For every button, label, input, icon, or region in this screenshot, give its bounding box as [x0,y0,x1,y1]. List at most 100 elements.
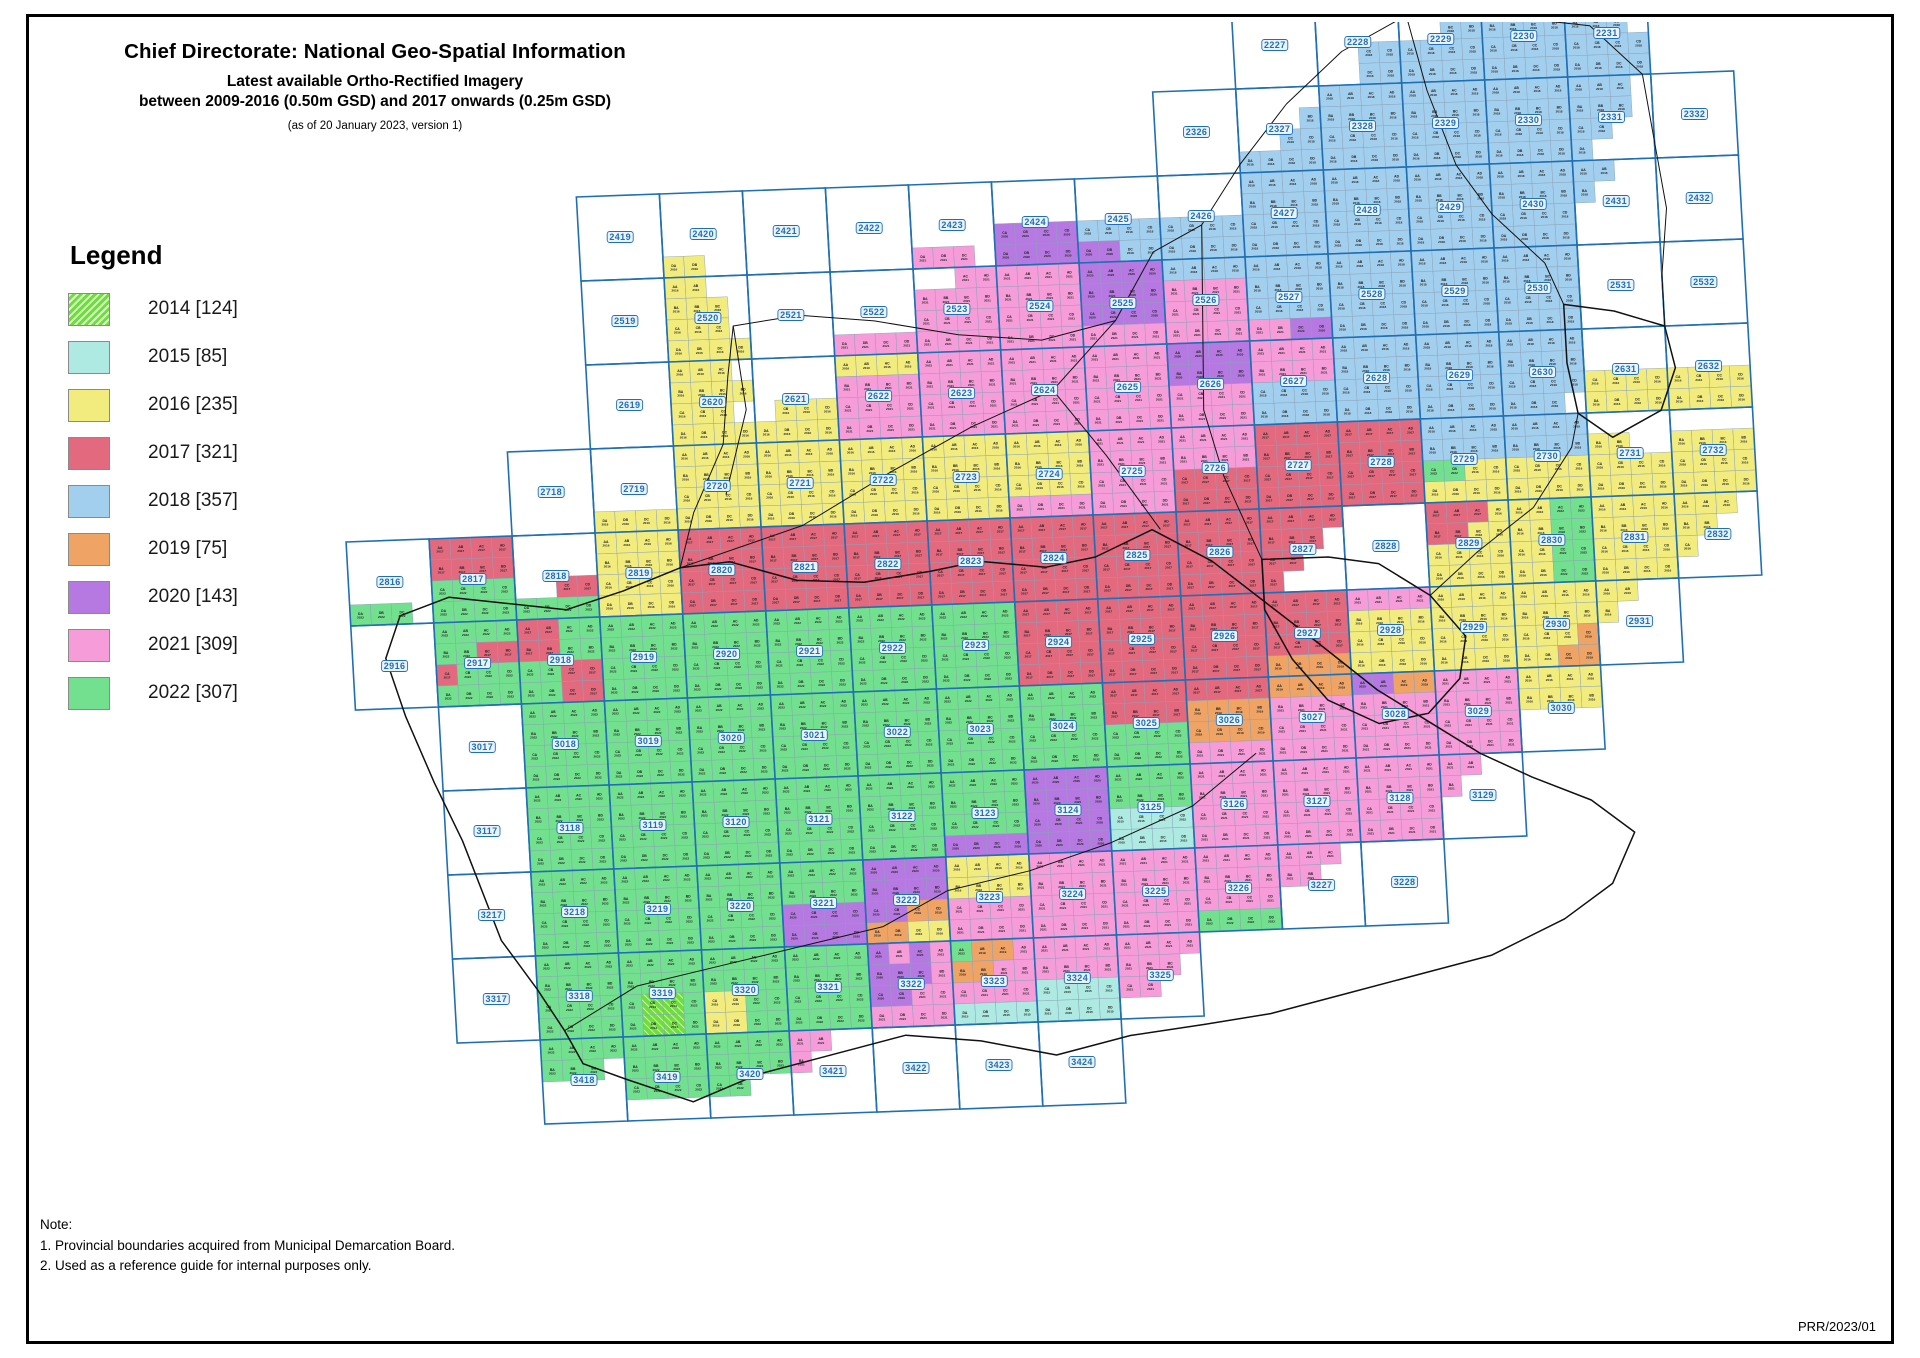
legend-item-2022[interactable]: 2022 [307] [68,669,368,717]
sub-cell-year: 2018 [1561,214,1568,218]
sub-cell-year: 2018 [1512,69,1519,73]
sub-cell-year: 2022 [1002,613,1009,617]
sub-cell-year: 2021 [983,277,990,281]
legend-item-2019[interactable]: 2019 [75] [68,525,368,573]
sub-cell-year: 2021 [1025,297,1032,301]
sub-cell-code: DC [1465,319,1470,323]
sub-cell-year: 2016 [1619,507,1626,511]
grid-cell-2426[interactable]: CA2018CB2018CC2018CD2018DA2018DB2018DC20… [1156,172,1246,261]
map-index-grid[interactable]: CC2018CD2018DC2018DD2018BC2018BD2018CA20… [300,22,1860,1292]
sub-cell-code: BD [990,379,995,383]
sub-cell-year: 2017 [1164,544,1171,548]
grid-cell-2428[interactable]: AA2018AB2018AC2018AD2018BA2018BB2018BC20… [1322,166,1412,255]
sub-cell-year: 2022 [755,664,762,668]
sub-cell-year: 2017 [1253,646,1260,650]
sub-cell-year: 2022 [523,610,530,614]
sub-cell-year: 2017 [1369,495,1376,499]
legend-item-2021[interactable]: 2021 [309] [68,621,368,669]
sub-cell-year: 2022 [641,858,648,862]
legend-item-2015[interactable]: 2015 [85] [68,333,368,381]
grid-cell-2424[interactable]: CA2020CB2020CC2020CD2020DA2020DB2020DC20… [990,178,1080,267]
sub-cell-year: 2018 [1314,244,1321,248]
grid-cell-2623[interactable]: AA2021AB2021AC2021AD2021BA2021BB2021BC20… [916,349,1007,438]
sub-cell-year: 2022 [691,646,698,650]
sub-cell-year: 2022 [857,640,864,644]
sub-cell-year: 2016 [1640,506,1647,510]
sub-cell-year: 2016 [664,520,671,524]
grid-cell-2427[interactable]: AA2018AB2018AC2018AD2018BA2018BB2018BC20… [1239,169,1329,258]
sub-cell-year: 2018 [1105,231,1112,235]
sub-cell-year: 2022 [985,698,992,702]
sub-cell-year: 2018 [1537,152,1544,156]
sub-cell-year: 2018 [1469,428,1476,432]
sub-cell-year: 2018 [1407,52,1414,56]
sub-cell-year: 2022 [1580,550,1587,554]
sub-cell-year: 2022 [942,658,949,662]
grid-cell-2227[interactable] [1231,22,1320,90]
sub-cell-year: 2016 [1482,659,1489,663]
sub-cell-code: DA [1501,234,1506,238]
sub-cell-year: 2016 [1675,379,1682,383]
sub-cell-year: 2022 [798,684,805,688]
legend-item-2016[interactable]: 2016 [235] [68,381,368,429]
sub-cell-year: 2021 [1486,722,1493,726]
sub-cell-code: AA [1420,258,1425,262]
sub-cell-year: 2022 [1581,571,1588,575]
sub-cell-year: 2017 [750,580,757,584]
sub-cell-year: 2016 [909,448,916,452]
sub-cell-year: 2018 [1371,158,1378,162]
sub-cell-year: 2018 [1406,409,1413,413]
legend-item-2020[interactable]: 2020 [143] [68,573,368,621]
sub-cell-year: 2017 [959,594,966,598]
legend-item-2014[interactable]: 2014 [124] [68,285,368,333]
sub-cell-year: 2021 [1346,832,1353,836]
sub-cell-code: AD [1399,259,1404,263]
sub-cell-year: 2017 [457,549,464,553]
sub-cell-year: 2022 [817,662,824,666]
grid-cell-2425[interactable]: CA2018CB2018CC2018CD2018DA2020DB2020DC20… [1073,175,1163,264]
sub-cell-year: 2016 [1476,554,1483,558]
sub-cell-year: 2017 [748,538,755,542]
sub-cell-year: 2021 [1032,423,1039,427]
sub-cell-year: 2022 [535,820,542,824]
grid-cell-2328[interactable]: AA2018AB2018AC2018AD2018BA2018BB2018BC20… [1317,82,1408,171]
grid-cell-2525[interactable]: AA2020AB2020AC2020AD2020BA2020BB2020BC20… [1078,259,1168,348]
sub-cell-year: 2018 [1542,236,1549,240]
grid-cell-2231[interactable]: AA2018AB2018BA2018BB2018BC2018CA2018CB20… [1563,22,1652,78]
legend-item-2017[interactable]: 2017 [321] [68,429,368,477]
sub-cell-year: 2016 [673,310,680,314]
sub-cell-year: 2016 [1480,617,1487,621]
sub-cell-year: 2018 [1473,112,1480,116]
sub-cell-year: 2022 [579,860,586,864]
sub-cell-year: 2016 [737,349,744,353]
grid-cell-2230[interactable]: BA2018BB2018BC2018BD2018CA2018CB2018CC20… [1480,22,1569,81]
sub-cell-year: 2021 [922,301,929,305]
sub-cell-year: 2017 [1334,601,1341,605]
sub-cell-year: 2021 [1137,440,1144,444]
grid-cell-2430[interactable]: AA2018AB2018AC2018AD2018BA2018BB2018BC20… [1488,160,1578,249]
sub-cell-year: 2018 [1598,129,1605,133]
grid-cell-2523[interactable]: AC2021AD2021BA2021BB2021BC2021BD2021CA20… [912,265,1002,354]
sub-cell-year: 2018 [1535,110,1542,114]
grid-cell-2621[interactable]: CB2016CC2016CD2016DA2016DB2016DC2016DD20… [750,355,841,444]
legend-item-2018[interactable]: 2018 [357] [68,477,368,525]
sub-cell-year: 2017 [710,603,717,607]
sub-cell-year: 2017 [1144,566,1151,570]
sub-cell-code: BC [1462,277,1467,281]
sub-cell-year: 2018 [1348,117,1355,121]
sub-cell-code: BA [927,381,932,385]
grid-cell-2529[interactable]: AA2018AB2018AC2018AD2018BA2018BB2018BC20… [1410,247,1500,336]
sub-cell-year: 2021 [1278,730,1285,734]
sub-cell-year: 2018 [1455,176,1462,180]
sub-cell-year: 2018 [1474,133,1481,137]
sub-cell-year: 2016 [1716,377,1723,381]
sub-cell-code: DA [1248,159,1253,163]
sub-cell-year: 2022 [741,791,748,795]
map-canvas[interactable]: CC 2018 CD 2018 DC 2018 DD 2018 BC 2018 BD 2018 CA 20… [300,22,1860,1292]
sub-cell-year: 2021 [1162,502,1169,506]
sub-cell-year: 2016 [1723,503,1730,507]
